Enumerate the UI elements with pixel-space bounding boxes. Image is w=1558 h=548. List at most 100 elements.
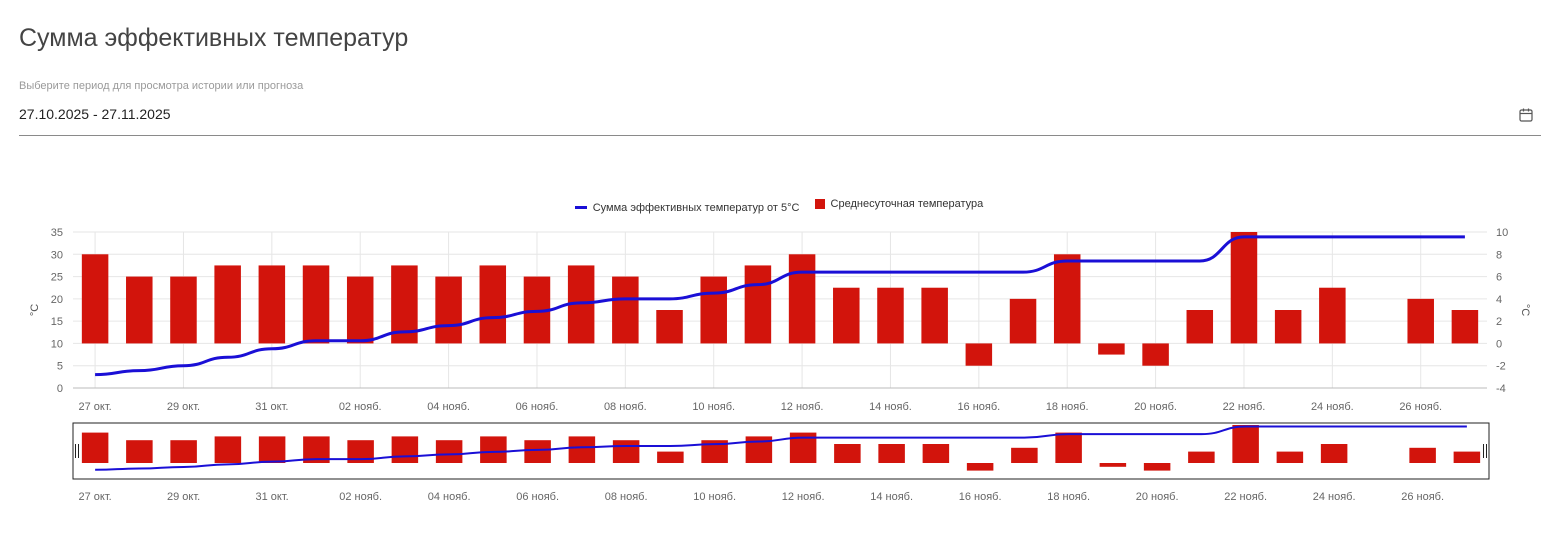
bar[interactable] [479,265,507,344]
navigator-x-tick-label: 29 окт. [167,491,200,503]
legend-line-label: Сумма эффективных температур от 5°C [592,201,800,214]
bar[interactable] [788,254,816,344]
y-right-tick-label: 10 [1496,227,1508,239]
bar[interactable] [81,254,109,344]
bar[interactable] [302,265,330,344]
y-right-tick-label: 6 [1496,272,1502,284]
navigator-bar [391,436,419,463]
x-tick-label: 31 окт. [255,401,288,413]
bar[interactable] [612,276,639,344]
bar[interactable] [700,276,727,344]
bar[interactable] [833,287,860,344]
bar[interactable] [435,276,462,344]
x-tick-label: 02 нояб. [339,401,382,413]
bar[interactable] [921,287,948,344]
navigator-bar [258,436,286,463]
x-tick-label: 04 нояб. [427,401,470,413]
navigator-bar [170,440,197,463]
y-left-axis-title: °C [29,304,41,316]
line-series [95,235,1465,377]
y-left-tick-label: 5 [57,361,63,373]
bar[interactable] [1142,343,1169,366]
bar-series [81,232,1479,366]
navigator-x-tick-label: 24 нояб. [1313,491,1356,503]
bar[interactable] [1053,254,1081,344]
navigator-bar [1276,451,1304,463]
navigator-x-tick-label: 27 окт. [79,491,112,503]
x-tick-label: 06 нояб. [516,401,559,413]
bar[interactable] [170,276,197,344]
x-tick-label: 16 нояб. [957,401,1000,413]
y-right-tick-label: 8 [1496,249,1502,261]
navigator-x-tick-label: 22 нояб. [1224,491,1267,503]
bar[interactable] [1319,287,1346,344]
navigator-x-tick-label: 31 окт. [256,491,289,503]
bar[interactable] [1274,310,1302,344]
navigator-bar [435,440,463,463]
y-left-tick-label: 30 [51,249,63,261]
navigator-bar [1055,432,1082,463]
x-tick-label: 20 нояб. [1134,401,1177,413]
calendar-icon[interactable] [1519,108,1533,122]
bar[interactable] [965,343,993,366]
axes: 0 5 10 15 20 25 30 35 -4 -2 0 2 4 6 8 10 27 окт. 29 окт. 3… [29,227,1531,413]
y-left-tick-label: 10 [51,338,63,350]
chart-legend: Сумма эффективных температур от 5°C Сред… [0,198,1558,214]
bar[interactable] [1407,298,1434,344]
navigator-bar [126,440,153,463]
bar[interactable] [1098,343,1125,355]
navigator-bar [878,444,905,463]
x-tick-label: 22 нояб. [1223,401,1266,413]
navigator-line [95,425,1467,471]
bar[interactable] [346,276,374,344]
line-series-path[interactable] [95,235,1465,377]
navigator-x-tick-label: 08 нояб. [605,491,648,503]
legend-bar-label: Среднесуточная температура [830,198,984,210]
navigator-bar [1232,425,1259,463]
bar[interactable] [1451,310,1479,344]
bar[interactable] [877,287,904,344]
y-right-tick-label: 2 [1496,316,1502,328]
bar[interactable] [744,265,772,344]
legend-line-swatch [574,206,587,209]
x-tick-label: 08 нояб. [604,401,647,413]
bar[interactable] [258,265,286,344]
x-tick-label: 10 нояб. [692,401,735,413]
period-value[interactable]: 27.10.2025 - 27.11.2025 [19,106,171,122]
navigator-frame[interactable] [72,422,1490,480]
bar[interactable] [1230,232,1258,344]
navigator[interactable]: 27 окт. 29 окт. 31 окт. 02 нояб. 04 нояб. 06 … [72,422,1490,503]
bar[interactable] [1009,298,1037,344]
bar[interactable] [656,310,683,344]
legend-item-line[interactable]: Сумма эффективных температур от 5°C [574,201,800,214]
navigator-x-tick-label: 10 нояб. [693,491,736,503]
navigator-x-tick-label: 02 нояб. [339,491,382,503]
navigator-x-tick-label: 16 нояб. [959,491,1002,503]
navigator-bar [1188,451,1215,463]
x-tick-label: 26 нояб. [1399,401,1442,413]
legend-item-bar[interactable]: Среднесуточная температура [814,198,984,210]
navigator-bar [214,436,242,463]
navigator-x-tick-label: 26 нояб. [1401,491,1444,503]
navigator-handle-right[interactable] [1483,444,1487,458]
bar[interactable] [126,276,153,344]
navigator-bar [81,432,109,463]
navigator-x-tick-label: 12 нояб. [782,491,825,503]
y-right-tick-label: -4 [1496,383,1506,395]
x-tick-label: 24 нояб. [1311,401,1354,413]
navigator-x-tick-label: 06 нояб. [516,491,559,503]
y-right-tick-label: 0 [1496,338,1502,350]
bar[interactable] [1186,310,1214,344]
x-tick-label: 18 нояб. [1046,401,1089,413]
bar[interactable] [214,265,241,344]
navigator-bar [347,440,374,463]
navigator-handle-left[interactable] [75,444,79,458]
x-tick-label: 14 нояб. [869,401,912,413]
x-tick-label: 29 окт. [167,401,200,413]
navigator-x-tick-label: 04 нояб. [428,491,471,503]
y-right-tick-label: -2 [1496,361,1506,373]
y-left-tick-label: 15 [51,316,63,328]
navigator-bar [922,444,950,463]
period-date-range-field[interactable]: 27.10.2025 - 27.11.2025 [19,100,1541,136]
navigator-bar [612,440,640,463]
